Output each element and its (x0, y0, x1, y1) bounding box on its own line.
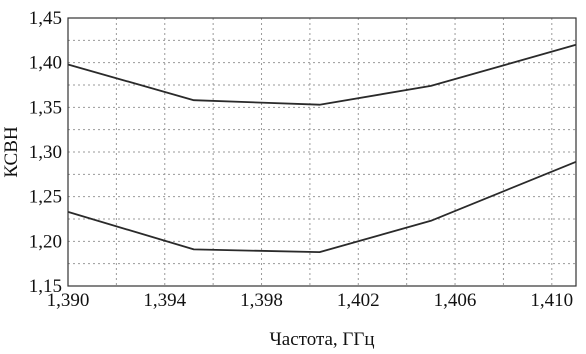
x-tick-label: 1,402 (337, 290, 380, 311)
y-axis-label: КСВН (1, 126, 22, 178)
y-tick-label: 1,45 (29, 8, 62, 29)
y-tick-label: 1,25 (29, 187, 62, 208)
grid (68, 18, 576, 286)
x-tick-label: 1,394 (143, 290, 186, 311)
x-tick-label: 1,410 (530, 290, 573, 311)
y-tick-label: 1,15 (29, 276, 62, 297)
y-tick-labels: 1,15 1,20 1,25 1,30 1,35 1,40 1,45 (29, 8, 62, 297)
plot-frame (67, 17, 577, 287)
series-line-2 (67, 160, 577, 254)
series-line-1 (67, 43, 577, 106)
x-tick-label: 1,390 (47, 290, 90, 311)
y-tick-label: 1,30 (29, 142, 62, 163)
y-tick-label: 1,40 (29, 53, 62, 74)
x-tick-label: 1,406 (434, 290, 477, 311)
y-tick-label: 1,35 (29, 97, 62, 118)
series-layer (67, 43, 577, 254)
x-tick-label: 1,398 (240, 290, 283, 311)
y-tick-label: 1,20 (29, 231, 62, 252)
x-tick-labels: 1,390 1,394 1,398 1,402 1,406 1,410 (47, 290, 574, 311)
x-axis-label: Частота, ГГц (269, 329, 374, 350)
